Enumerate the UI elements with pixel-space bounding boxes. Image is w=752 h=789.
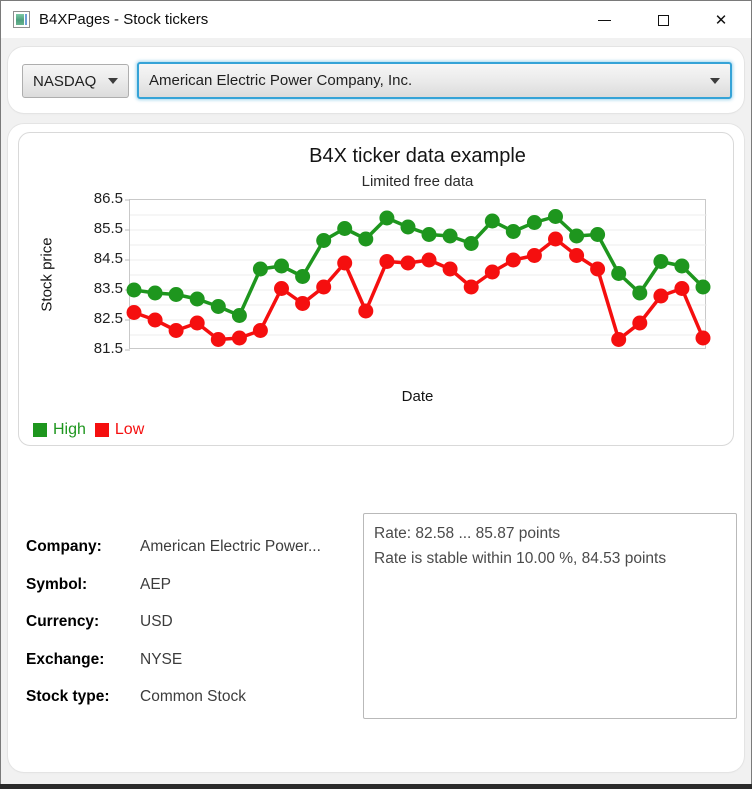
rate-stability-line: Rate is stable within 10.00 %, 84.53 poi… bbox=[374, 550, 667, 567]
chart-series-svg bbox=[125, 199, 711, 351]
symbol-value: AEP bbox=[140, 576, 172, 593]
currency-label: Currency: bbox=[26, 613, 100, 630]
info-row-stock-type: Stock type: Common Stock bbox=[26, 686, 246, 708]
exchange-combobox[interactable]: NASDAQ bbox=[22, 64, 129, 98]
legend-label-low: Low bbox=[114, 421, 145, 438]
chart-panel: B4X ticker data example Limited free dat… bbox=[18, 132, 734, 446]
high-series-swatch-icon bbox=[33, 423, 47, 437]
stock-type-label: Stock type: bbox=[26, 688, 110, 705]
y-axis-tick-label: 83.5 bbox=[93, 280, 123, 297]
exchange-combobox-value: NASDAQ bbox=[33, 72, 97, 90]
legend-item-low: Low bbox=[94, 421, 145, 439]
close-icon: ✕ bbox=[714, 11, 728, 29]
main-panel: B4X ticker data example Limited free dat… bbox=[8, 124, 744, 772]
symbol-label: Symbol: bbox=[26, 576, 88, 593]
app-icon-graphic bbox=[16, 14, 24, 25]
info-row-exchange: Exchange: NYSE bbox=[26, 649, 182, 671]
exchange-label: Exchange: bbox=[26, 651, 105, 668]
rate-summary-textarea[interactable]: Rate: 82.58 ... 85.87 points Rate is sta… bbox=[363, 513, 737, 719]
chart-plot-area bbox=[125, 199, 711, 351]
y-axis-tick-label: 85.5 bbox=[93, 220, 123, 237]
company-combobox-value: American Electric Power Company, Inc. bbox=[149, 72, 413, 89]
toolbar-panel: NASDAQ American Electric Power Company, … bbox=[8, 47, 744, 113]
close-button[interactable]: ✕ bbox=[705, 5, 737, 35]
y-axis-tick-label: 86.5 bbox=[93, 190, 123, 207]
app-icon bbox=[13, 11, 30, 28]
x-axis-title: Date bbox=[401, 388, 434, 405]
info-row-company: Company: American Electric Power... bbox=[26, 536, 321, 558]
y-axis-tick-label: 82.5 bbox=[93, 310, 123, 327]
title-bar: B4XPages - Stock tickers ✕ bbox=[1, 1, 751, 38]
info-row-symbol: Symbol: AEP bbox=[26, 574, 171, 596]
exchange-value: NYSE bbox=[140, 651, 183, 668]
legend-item-high: High bbox=[33, 421, 86, 439]
y-axis-title: Stock price bbox=[38, 236, 56, 312]
low-series-swatch-icon bbox=[94, 423, 109, 437]
y-axis-tick-label: 81.5 bbox=[93, 340, 123, 357]
minimize-button[interactable] bbox=[588, 5, 620, 35]
legend-label-high: High bbox=[53, 421, 86, 438]
info-row-currency: Currency: USD bbox=[26, 611, 173, 633]
chart-title: B4X ticker data example bbox=[309, 145, 526, 167]
maximize-button[interactable] bbox=[647, 5, 679, 35]
chevron-down-icon bbox=[710, 77, 720, 84]
company-label: Company: bbox=[26, 538, 102, 555]
currency-value: USD bbox=[140, 613, 173, 630]
bottom-strip bbox=[0, 784, 752, 789]
chart-legend: High Low bbox=[33, 421, 144, 439]
chart-subtitle: Limited free data bbox=[361, 173, 474, 190]
chevron-down-icon bbox=[108, 78, 118, 84]
rate-range-line: Rate: 82.58 ... 85.87 points bbox=[374, 525, 561, 542]
maximize-icon bbox=[657, 14, 669, 26]
minimize-icon bbox=[597, 19, 611, 21]
window-title: B4XPages - Stock tickers bbox=[39, 11, 209, 28]
y-axis-tick-label: 84.5 bbox=[93, 250, 123, 267]
y-axis-tick-labels: 86.5 85.5 84.5 83.5 82.5 81.5 bbox=[77, 133, 123, 447]
company-combobox[interactable]: American Electric Power Company, Inc. bbox=[137, 62, 732, 99]
company-value: American Electric Power... bbox=[140, 538, 321, 555]
stock-type-value: Common Stock bbox=[140, 688, 246, 705]
